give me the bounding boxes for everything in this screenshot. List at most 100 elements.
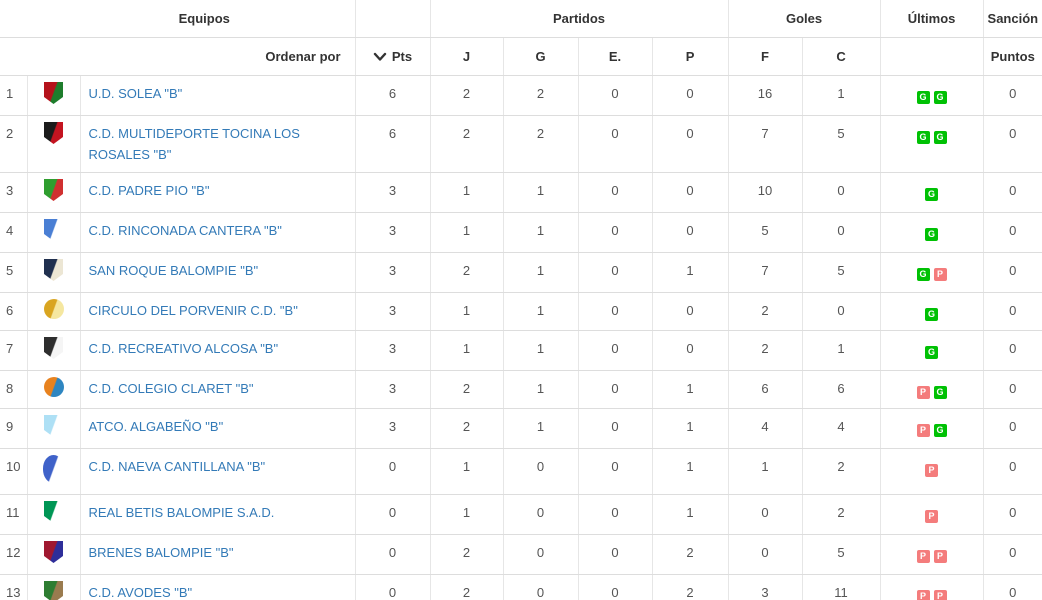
- sort-column-p[interactable]: P: [651, 37, 729, 76]
- points-value: 3: [354, 370, 431, 409]
- team-crest-icon: [44, 219, 63, 241]
- drawn-value: 0: [577, 115, 653, 173]
- table-row: 8 C.D. COLEGIO CLARET "B" 3 2 1 0 1 6 6 …: [0, 370, 1042, 409]
- team-crest-icon: [43, 455, 64, 483]
- lost-value: 0: [651, 212, 729, 253]
- team-link[interactable]: CIRCULO DEL PORVENIR C.D. "B": [88, 303, 298, 318]
- crest-cell: [26, 115, 80, 173]
- win-badge: G: [933, 424, 947, 437]
- team-crest-icon: [44, 501, 63, 523]
- goals-against-value: 11: [801, 574, 881, 600]
- position-number: 10: [0, 448, 27, 495]
- played-value: 1: [429, 212, 504, 253]
- lost-value: 0: [651, 75, 729, 116]
- table-row: 3 C.D. PADRE PIO "B" 3 1 1 0 0 10 0 G 0: [0, 172, 1042, 213]
- points-value: 0: [354, 574, 431, 600]
- goals-for-value: 7: [727, 115, 803, 173]
- win-badge: G: [925, 228, 939, 241]
- won-value: 0: [502, 448, 579, 495]
- team-crest-icon: [44, 179, 63, 201]
- chevron-down-icon: [373, 46, 387, 67]
- sanction-points-value: 0: [982, 115, 1042, 173]
- team-link[interactable]: C.D. MULTIDEPORTE TOCINA LOS ROSALES "B": [88, 126, 300, 162]
- goals-against-value: 2: [801, 494, 881, 535]
- team-name-cell: CIRCULO DEL PORVENIR C.D. "B": [79, 292, 356, 331]
- team-link[interactable]: C.D. AVODES "B": [88, 585, 193, 600]
- crest-cell: [26, 494, 80, 535]
- goals-against-value: 1: [801, 330, 881, 371]
- sort-column-f[interactable]: F: [727, 37, 803, 76]
- win-badge: G: [925, 308, 939, 321]
- team-link[interactable]: C.D. RINCONADA CANTERA "B": [88, 223, 282, 238]
- drawn-value: 0: [577, 172, 653, 213]
- team-link[interactable]: REAL BETIS BALOMPIE S.A.D.: [88, 505, 275, 520]
- drawn-value: 0: [577, 292, 653, 331]
- team-name-cell: C.D. COLEGIO CLARET "B": [79, 370, 356, 409]
- loss-badge: P: [925, 510, 939, 523]
- ultimos-subheader-spacer: [879, 37, 984, 76]
- team-link[interactable]: U.D. SOLEA "B": [88, 86, 183, 101]
- points-value: 3: [354, 212, 431, 253]
- team-crest-icon: [44, 581, 63, 600]
- position-number: 13: [0, 574, 27, 600]
- crest-cell: [26, 75, 80, 116]
- loss-badge: P: [916, 550, 930, 563]
- team-link[interactable]: C.D. PADRE PIO "B": [88, 183, 210, 198]
- sort-column-e[interactable]: E.: [577, 37, 653, 76]
- team-link[interactable]: C.D. NAEVA CANTILLANA "B": [88, 459, 266, 474]
- points-value: 0: [354, 494, 431, 535]
- drawn-value: 0: [577, 448, 653, 495]
- team-name-cell: C.D. AVODES "B": [79, 574, 356, 600]
- sort-column-pts[interactable]: Pts: [354, 37, 431, 76]
- team-link[interactable]: ATCO. ALGABEÑO "B": [88, 419, 224, 434]
- goals-for-value: 5: [727, 212, 803, 253]
- team-link[interactable]: BRENES BALOMPIE "B": [88, 545, 234, 560]
- crest-cell: [26, 252, 80, 293]
- team-link[interactable]: C.D. RECREATIVO ALCOSA "B": [88, 341, 279, 356]
- win-badge: G: [916, 268, 930, 281]
- points-value: 3: [354, 172, 431, 213]
- crest-cell: [26, 408, 80, 449]
- sanction-points-value: 0: [982, 330, 1042, 371]
- goals-against-value: 5: [801, 252, 881, 293]
- crest-cell: [26, 534, 80, 575]
- win-badge: G: [925, 346, 939, 359]
- position-number: 7: [0, 330, 27, 371]
- team-crest-icon: [43, 377, 64, 397]
- crest-cell: [26, 574, 80, 600]
- position-number: 6: [0, 292, 27, 331]
- points-value: 6: [354, 115, 431, 173]
- sort-column-j[interactable]: J: [429, 37, 504, 76]
- team-crest-icon: [44, 337, 63, 359]
- team-crest-icon: [44, 122, 63, 144]
- team-crest-icon: [44, 259, 63, 281]
- team-name-cell: REAL BETIS BALOMPIE S.A.D.: [79, 494, 356, 535]
- column-group-partidos: Partidos: [429, 0, 729, 38]
- team-link[interactable]: C.D. COLEGIO CLARET "B": [88, 381, 254, 396]
- team-link[interactable]: SAN ROQUE BALOMPIE "B": [88, 263, 259, 278]
- sort-column-g[interactable]: G: [502, 37, 579, 76]
- goals-against-value: 0: [801, 212, 881, 253]
- lost-value: 1: [651, 370, 729, 409]
- win-badge: G: [933, 91, 947, 104]
- points-value: 3: [354, 330, 431, 371]
- goals-for-value: 1: [727, 448, 803, 495]
- column-group-sancion: Sanción: [982, 0, 1042, 38]
- won-value: 2: [502, 115, 579, 173]
- drawn-value: 0: [577, 370, 653, 409]
- position-number: 11: [0, 494, 27, 535]
- recent-results: G: [879, 212, 984, 253]
- sort-column-c[interactable]: C: [801, 37, 881, 76]
- points-value: 0: [354, 534, 431, 575]
- lost-value: 2: [651, 574, 729, 600]
- position-number: 5: [0, 252, 27, 293]
- sanction-points-value: 0: [982, 494, 1042, 535]
- lost-value: 1: [651, 408, 729, 449]
- goals-for-value: 0: [727, 534, 803, 575]
- lost-value: 2: [651, 534, 729, 575]
